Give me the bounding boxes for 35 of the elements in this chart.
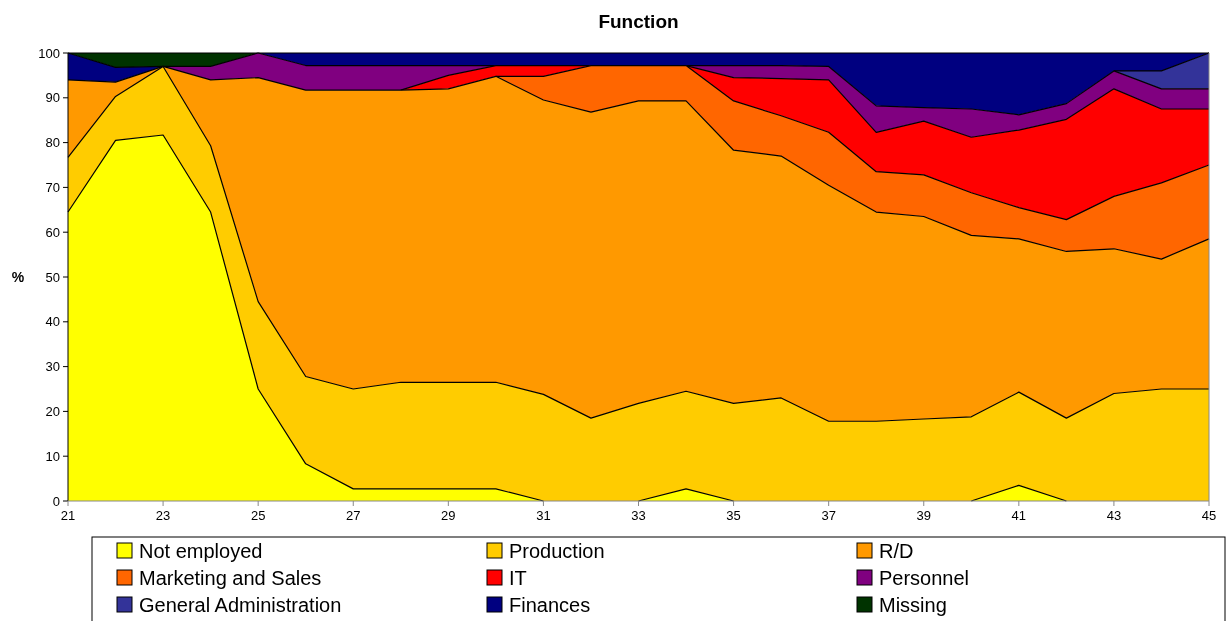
x-tick-label: 39: [916, 508, 931, 523]
y-tick-label: 30: [45, 359, 60, 375]
x-tick-label: 43: [1106, 508, 1122, 523]
x-tick-label: 21: [60, 508, 76, 523]
legend-label: Production: [509, 540, 605, 562]
x-tick-label: 45: [1201, 508, 1217, 523]
legend-label: Finances: [509, 594, 591, 616]
x-tick-label: 23: [155, 508, 171, 523]
x-tick-label: 27: [346, 508, 361, 523]
x-tick-label: 31: [536, 508, 551, 523]
x-tick-label: 37: [821, 508, 836, 523]
legend-label: Marketing and Sales: [139, 567, 322, 589]
y-tick-label: 0: [52, 493, 60, 509]
y-tick-label: 10: [45, 448, 60, 464]
x-tick-label: 29: [441, 508, 456, 523]
y-tick-label: 40: [45, 314, 60, 330]
x-tick-label: 25: [250, 508, 266, 523]
y-tick-label: 100: [38, 45, 60, 61]
legend-label: Not employed: [139, 540, 263, 562]
y-axis-title: %: [11, 268, 25, 285]
legend-label: Missing: [879, 594, 947, 616]
y-tick-label: 80: [45, 135, 60, 151]
legend-label: Personnel: [879, 567, 970, 589]
x-tick-label: 41: [1011, 508, 1027, 523]
x-tick-label: 35: [726, 508, 741, 523]
chart-title: Function: [598, 11, 679, 32]
legend-label: General Administration: [139, 594, 342, 616]
y-tick-label: 70: [45, 179, 60, 195]
y-tick-label: 60: [45, 224, 60, 240]
x-tick-label: 33: [631, 508, 646, 523]
y-tick-label: 20: [45, 403, 60, 419]
legend-label: R/D: [879, 540, 914, 562]
legend-label: IT: [509, 567, 527, 589]
y-tick-label: 50: [45, 269, 60, 285]
y-tick-label: 90: [45, 90, 60, 106]
